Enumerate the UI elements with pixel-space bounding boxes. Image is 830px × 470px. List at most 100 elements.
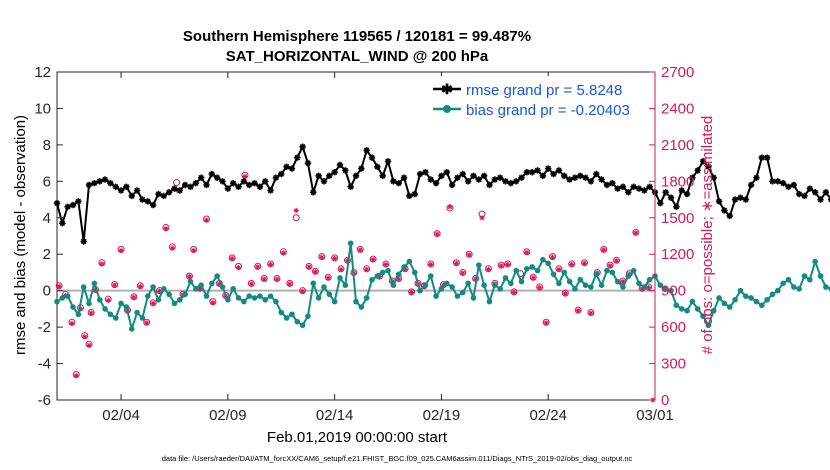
rmse-point bbox=[657, 200, 664, 207]
bias-point bbox=[91, 280, 98, 287]
bias-point bbox=[219, 284, 226, 290]
obs-assimilated-point bbox=[357, 247, 363, 253]
rmse-point bbox=[673, 203, 680, 211]
rmse-point bbox=[80, 238, 87, 245]
bias-point bbox=[64, 293, 71, 299]
rmse-point bbox=[294, 154, 301, 161]
rmse-point bbox=[817, 196, 824, 203]
bias-point bbox=[433, 293, 439, 299]
rmse-point bbox=[384, 158, 392, 165]
bias-point bbox=[358, 304, 365, 310]
bias-point bbox=[785, 276, 792, 283]
y-tick-label-left: -2 bbox=[38, 319, 51, 336]
bias-point bbox=[96, 296, 103, 303]
obs-assimilated-point bbox=[511, 289, 517, 296]
obs-assimilated-point bbox=[460, 270, 466, 276]
rmse-point bbox=[758, 154, 765, 161]
rmse-point bbox=[336, 161, 344, 169]
bias-point bbox=[529, 264, 535, 270]
obs-assimilated-point bbox=[556, 266, 562, 273]
obs-assimilated-point bbox=[633, 230, 639, 236]
rmse-point bbox=[363, 147, 370, 154]
rmse-point bbox=[112, 183, 119, 190]
bias-point bbox=[513, 267, 519, 274]
legend: ✱ rmse grand pr = 5.8248 bias grand pr =… bbox=[429, 76, 645, 120]
y-tick-label-left: 2 bbox=[43, 246, 51, 263]
rmse-point bbox=[411, 190, 418, 198]
bias-point bbox=[817, 273, 824, 279]
rmse-point bbox=[427, 176, 434, 183]
rmse-point bbox=[779, 179, 787, 187]
rmse-point bbox=[742, 196, 749, 203]
bias-point bbox=[347, 240, 354, 247]
rmse-point bbox=[117, 187, 125, 194]
bias-point bbox=[689, 298, 696, 305]
obs-assimilated-point bbox=[498, 263, 504, 269]
bias-point bbox=[112, 315, 119, 321]
obs-assimilated-point bbox=[274, 276, 280, 282]
bias-point bbox=[310, 280, 317, 287]
bias-point bbox=[492, 282, 498, 289]
bias-point bbox=[209, 280, 215, 287]
rmse-point bbox=[240, 178, 248, 185]
bias-point bbox=[796, 286, 802, 292]
bias-point bbox=[668, 287, 674, 294]
rmse-point bbox=[203, 181, 210, 189]
obs-assimilated-point bbox=[607, 263, 613, 269]
rmse-point bbox=[267, 187, 274, 194]
bias-point bbox=[470, 295, 477, 301]
bias-point bbox=[139, 315, 146, 321]
rmse-point bbox=[229, 179, 237, 187]
rmse-point bbox=[379, 172, 386, 180]
rmse-point bbox=[480, 172, 488, 180]
rmse-point bbox=[85, 181, 93, 189]
bias-point bbox=[454, 293, 461, 299]
rmse-point bbox=[593, 170, 600, 178]
bias-point bbox=[182, 291, 188, 298]
rmse-point bbox=[107, 179, 114, 187]
x-tick-label: 02/04 bbox=[102, 407, 140, 424]
rmse-point bbox=[507, 179, 515, 187]
bias-point bbox=[614, 278, 621, 285]
rmse-point bbox=[176, 187, 184, 194]
rmse-point bbox=[609, 179, 616, 187]
legend-box bbox=[429, 76, 645, 120]
obs-assimilated-point bbox=[453, 260, 459, 266]
rmse-point bbox=[689, 174, 696, 181]
rmse-point bbox=[550, 170, 557, 178]
x-tick-label: 02/14 bbox=[316, 407, 354, 424]
y-axis-left-label: rmse and bias (model - observation) bbox=[12, 115, 29, 355]
rmse-point bbox=[438, 172, 445, 180]
bias-point bbox=[518, 278, 525, 285]
rmse-point bbox=[192, 179, 200, 187]
bias-point bbox=[465, 280, 471, 287]
rmse-point bbox=[587, 178, 595, 185]
bias-point bbox=[326, 291, 333, 298]
rmse-point bbox=[667, 194, 675, 201]
bias-point bbox=[369, 276, 375, 283]
bias-point bbox=[155, 296, 162, 303]
bias-point bbox=[379, 269, 386, 276]
rmse-point bbox=[358, 165, 365, 172]
rmse-point bbox=[790, 181, 798, 189]
y-tick-label-right: 2400 bbox=[661, 100, 694, 117]
obs-assimilated-point bbox=[82, 334, 88, 340]
rmse-point bbox=[278, 170, 285, 178]
y-tick-label-left: 6 bbox=[43, 173, 51, 190]
rmse-point bbox=[561, 172, 568, 180]
bias-point bbox=[620, 284, 626, 290]
rmse-point bbox=[571, 174, 579, 181]
rmse-point bbox=[390, 178, 397, 185]
bias-point bbox=[278, 309, 285, 316]
obs-assimilated-point bbox=[163, 226, 169, 232]
obs-assimilated-point bbox=[242, 173, 248, 180]
bias-point bbox=[193, 286, 199, 292]
bias-point bbox=[748, 295, 754, 301]
rmse-point bbox=[128, 192, 135, 200]
rmse-point bbox=[406, 192, 413, 200]
rmse-point bbox=[464, 178, 472, 185]
rmse-point bbox=[272, 174, 280, 181]
rmse-point bbox=[144, 198, 151, 205]
bias-point bbox=[823, 284, 829, 290]
rmse-point bbox=[96, 178, 103, 185]
